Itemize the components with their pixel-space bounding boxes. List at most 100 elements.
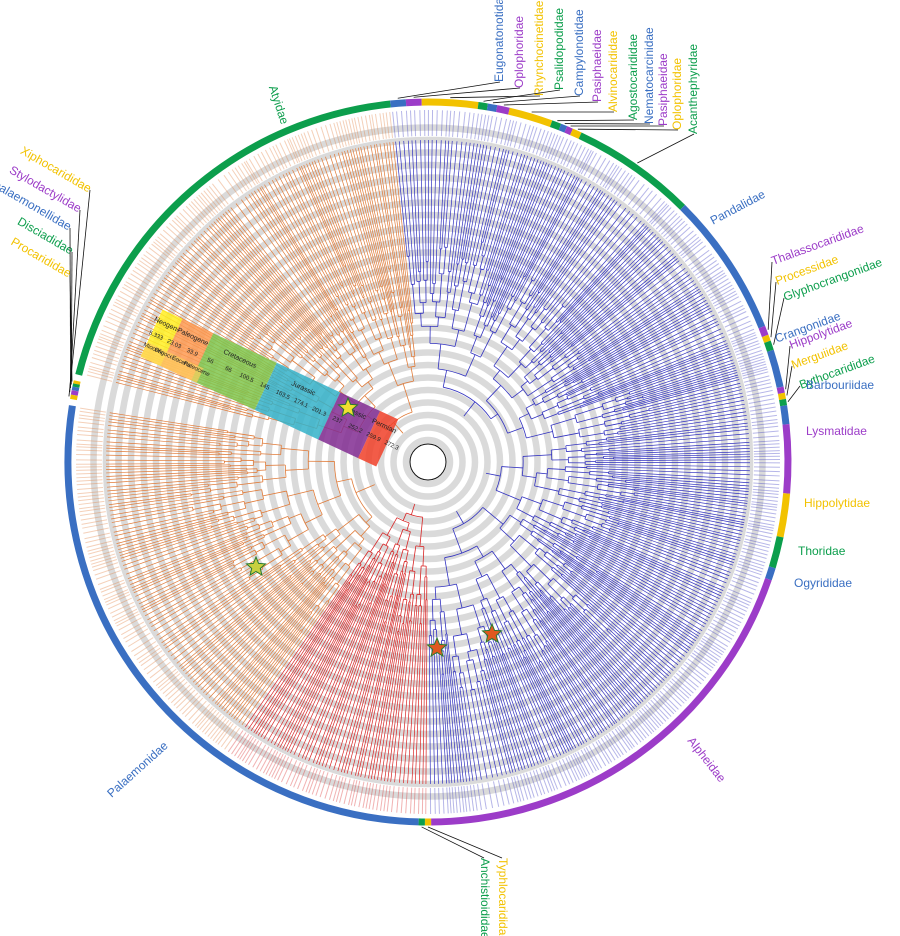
tree-branch — [603, 427, 621, 432]
tip-label-mark — [79, 410, 106, 416]
tree-branch — [557, 564, 681, 663]
tree-branch — [340, 595, 391, 773]
tree-node-arc — [411, 356, 415, 358]
tree-branch — [579, 350, 731, 407]
tree-branch — [514, 177, 580, 300]
tree-branch — [284, 605, 357, 751]
tree-branch — [267, 565, 369, 742]
tree-branch — [213, 221, 327, 348]
tree-branch — [609, 515, 737, 555]
tree-branch — [222, 213, 322, 334]
tree-node-arc — [516, 496, 523, 509]
tree-branch — [452, 528, 463, 554]
tree-branch — [579, 432, 605, 438]
tree-branch — [609, 517, 736, 558]
tree-branch — [618, 522, 735, 561]
tree-branch — [629, 392, 743, 419]
tree-node-arc — [541, 398, 545, 403]
tree-branch — [544, 395, 558, 403]
tip-label-mark — [477, 114, 483, 140]
tree-branch — [271, 179, 338, 298]
tree-branch — [191, 491, 211, 495]
tree-branch — [550, 365, 569, 379]
tip-label-mark — [717, 610, 742, 624]
tip-label-mark — [687, 658, 709, 675]
tree-branch — [586, 443, 600, 446]
tip-label-mark — [753, 450, 780, 452]
tree-branch — [551, 595, 565, 610]
tree-branch — [572, 260, 680, 347]
tree-branch — [522, 327, 534, 342]
tree-node-arc — [313, 359, 316, 362]
tip-label-mark — [159, 233, 181, 251]
tip-label-mark — [223, 174, 240, 197]
tree-branch — [118, 520, 219, 550]
tree-branch — [522, 454, 552, 457]
tree-branch — [447, 141, 463, 272]
tree-branch — [472, 148, 501, 265]
tip-label-mark — [362, 782, 369, 809]
time-ring — [302, 336, 554, 588]
tree-branch — [118, 525, 212, 554]
tree-branch — [346, 622, 387, 774]
tree-branch — [519, 534, 539, 551]
tip-label-mark — [697, 645, 720, 661]
tip-label-mark — [747, 525, 774, 532]
tree-branch — [370, 576, 383, 604]
tree-branch — [515, 179, 583, 301]
tree-branch — [263, 575, 361, 740]
tip-label-mark — [78, 500, 105, 506]
timescale-period-band — [358, 410, 399, 467]
tree-branch — [363, 146, 390, 270]
tip-label-mark — [396, 786, 400, 813]
tip-label-mark — [289, 761, 301, 787]
tip-label-mark — [551, 763, 562, 788]
tip-label-mark — [297, 764, 308, 790]
tree-branch — [395, 549, 404, 575]
tree-branch — [560, 550, 696, 642]
tree-node-arc — [584, 491, 586, 495]
tree-branch — [438, 248, 441, 274]
tree-branch — [530, 600, 621, 721]
tree-branch — [345, 542, 356, 553]
tree-branch — [170, 561, 296, 657]
tip-label-mark — [231, 732, 247, 755]
tip-label-mark — [740, 554, 766, 564]
tip-label-mark — [744, 541, 770, 549]
tip-label-mark — [244, 740, 260, 764]
tip-label-mark — [386, 785, 391, 812]
tip-label-mark — [516, 775, 525, 801]
tree-branch — [543, 554, 558, 567]
tree-branch — [503, 622, 515, 646]
tree-branch — [432, 140, 437, 284]
tree-branch — [117, 518, 219, 547]
family-leader-line — [767, 261, 773, 330]
tip-label-mark — [733, 340, 759, 351]
tip-label-mark — [500, 118, 508, 145]
tree-branch — [541, 651, 595, 739]
family-label: Nematocarcinidae — [642, 27, 656, 124]
tip-label-mark — [201, 711, 220, 733]
tree-branch — [396, 571, 404, 596]
tree-branch — [399, 316, 406, 346]
tree-branch — [518, 348, 532, 363]
tree-branch — [233, 629, 302, 719]
tree-branch — [396, 529, 404, 545]
tree-branch — [420, 140, 425, 281]
tree-branch — [485, 159, 539, 304]
tip-label-mark — [699, 266, 722, 282]
tip-label-mark — [683, 664, 705, 682]
tip-label-mark — [188, 700, 207, 721]
tree-branch — [352, 319, 360, 332]
tree-branch — [271, 516, 289, 523]
tree-branch — [538, 538, 693, 646]
tree-branch — [420, 605, 422, 624]
tree-branch — [314, 359, 329, 373]
tree-branch — [539, 192, 606, 294]
tree-branch — [325, 562, 395, 768]
tree-node-arc — [334, 375, 341, 382]
tree-branch — [526, 306, 535, 318]
tree-branch — [525, 190, 601, 309]
tree-branch — [487, 156, 532, 286]
tree-branch — [499, 172, 569, 314]
